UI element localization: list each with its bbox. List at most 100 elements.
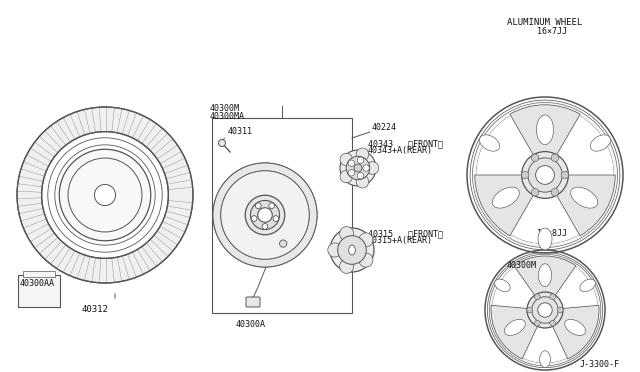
- Circle shape: [527, 307, 532, 313]
- FancyBboxPatch shape: [23, 271, 55, 277]
- Circle shape: [528, 158, 562, 192]
- Ellipse shape: [536, 115, 554, 145]
- Circle shape: [363, 165, 369, 171]
- FancyBboxPatch shape: [246, 297, 260, 307]
- Circle shape: [561, 171, 568, 179]
- Circle shape: [357, 173, 364, 179]
- Text: 40315+A(REAR): 40315+A(REAR): [368, 236, 433, 245]
- Circle shape: [340, 227, 354, 241]
- Circle shape: [255, 203, 261, 209]
- Ellipse shape: [580, 279, 595, 292]
- Circle shape: [340, 259, 354, 273]
- Circle shape: [356, 148, 369, 161]
- Wedge shape: [510, 105, 580, 175]
- Circle shape: [252, 216, 257, 221]
- Wedge shape: [475, 175, 545, 236]
- Circle shape: [550, 320, 556, 326]
- Wedge shape: [545, 305, 599, 359]
- Wedge shape: [514, 256, 576, 310]
- Text: ALUMINUM WHEEL: ALUMINUM WHEEL: [507, 18, 582, 27]
- Circle shape: [250, 201, 280, 230]
- Wedge shape: [492, 267, 545, 310]
- Text: 16×7JJ: 16×7JJ: [537, 27, 567, 36]
- Circle shape: [348, 170, 355, 176]
- Circle shape: [340, 170, 353, 183]
- Text: 40300M: 40300M: [507, 261, 537, 270]
- Circle shape: [280, 240, 287, 247]
- Text: 40300AA: 40300AA: [20, 279, 55, 288]
- Text: 40311: 40311: [228, 127, 253, 136]
- Circle shape: [536, 166, 554, 185]
- Ellipse shape: [590, 135, 611, 151]
- Ellipse shape: [538, 228, 552, 250]
- Circle shape: [221, 171, 309, 259]
- FancyBboxPatch shape: [18, 275, 60, 307]
- Circle shape: [472, 102, 618, 247]
- Circle shape: [550, 294, 556, 299]
- Circle shape: [489, 254, 601, 366]
- Circle shape: [340, 153, 353, 166]
- Ellipse shape: [495, 279, 510, 292]
- Circle shape: [357, 157, 364, 164]
- Circle shape: [340, 150, 376, 186]
- Circle shape: [273, 216, 279, 221]
- Circle shape: [213, 163, 317, 267]
- Ellipse shape: [564, 319, 586, 336]
- Ellipse shape: [538, 264, 552, 286]
- Ellipse shape: [349, 245, 355, 255]
- Circle shape: [346, 156, 370, 180]
- Circle shape: [366, 162, 379, 174]
- Circle shape: [522, 152, 568, 198]
- Wedge shape: [545, 267, 598, 310]
- Circle shape: [531, 189, 539, 196]
- Circle shape: [269, 203, 275, 209]
- Text: 40300MA: 40300MA: [210, 112, 245, 121]
- Circle shape: [531, 154, 539, 161]
- Circle shape: [551, 189, 559, 196]
- Circle shape: [262, 224, 268, 229]
- Ellipse shape: [571, 187, 598, 208]
- Circle shape: [330, 228, 374, 272]
- Circle shape: [95, 185, 116, 206]
- Circle shape: [328, 243, 342, 257]
- Wedge shape: [545, 116, 614, 175]
- Wedge shape: [523, 310, 567, 363]
- Text: 17×8JJ: 17×8JJ: [537, 229, 567, 238]
- Ellipse shape: [479, 135, 500, 151]
- Wedge shape: [511, 175, 579, 244]
- Text: 40300A: 40300A: [236, 320, 266, 329]
- Circle shape: [218, 140, 225, 147]
- Circle shape: [60, 149, 151, 241]
- Ellipse shape: [492, 187, 519, 208]
- Wedge shape: [213, 163, 317, 267]
- Circle shape: [534, 294, 540, 299]
- Text: 40315   〈FRONT〉: 40315 〈FRONT〉: [368, 229, 443, 238]
- Circle shape: [354, 164, 362, 172]
- Text: 40224: 40224: [372, 124, 397, 132]
- Text: 40300M: 40300M: [210, 104, 240, 113]
- Circle shape: [356, 175, 369, 188]
- Wedge shape: [491, 305, 545, 359]
- Circle shape: [534, 320, 540, 326]
- Circle shape: [245, 195, 285, 235]
- Ellipse shape: [540, 351, 550, 368]
- Circle shape: [527, 292, 563, 328]
- Circle shape: [359, 233, 373, 247]
- Text: 40343+A(REAR): 40343+A(REAR): [368, 146, 433, 155]
- Circle shape: [551, 154, 559, 161]
- Circle shape: [258, 208, 272, 222]
- Circle shape: [532, 297, 558, 323]
- Circle shape: [348, 160, 355, 167]
- Text: 40343   〈FRONT〉: 40343 〈FRONT〉: [368, 139, 443, 148]
- Circle shape: [557, 307, 563, 313]
- Wedge shape: [476, 116, 545, 175]
- Ellipse shape: [504, 319, 525, 336]
- Circle shape: [522, 171, 529, 179]
- Text: J-3300-F: J-3300-F: [580, 360, 620, 369]
- Circle shape: [359, 253, 373, 267]
- Wedge shape: [17, 107, 193, 283]
- Circle shape: [338, 236, 366, 264]
- Text: 40312: 40312: [81, 305, 108, 314]
- Circle shape: [538, 303, 552, 317]
- Wedge shape: [545, 175, 615, 236]
